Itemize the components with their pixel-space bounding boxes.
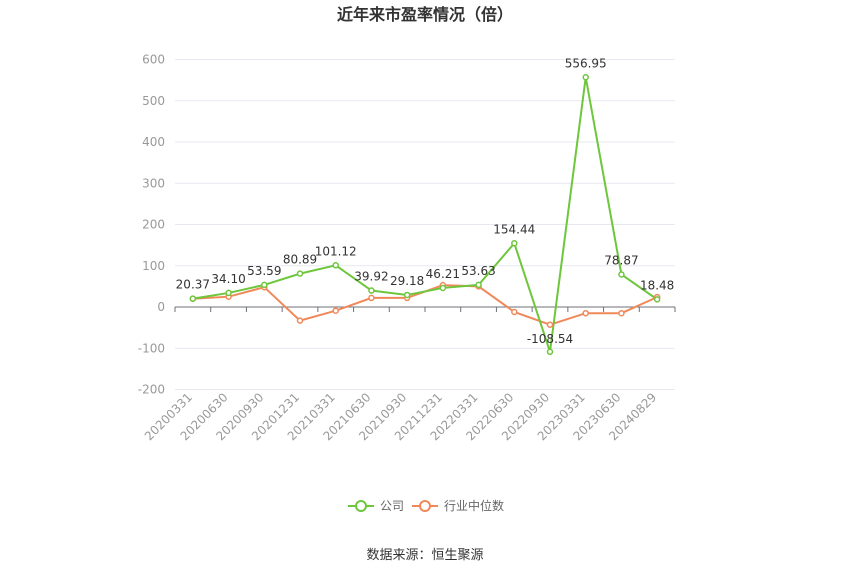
y-tick-label: 200 (142, 218, 165, 232)
x-axis-ticks: 2020033120200630202009302020123120210331… (142, 390, 659, 443)
legend-company-marker-icon (355, 500, 367, 512)
legend-item-industry-median[interactable]: 行业中位数 (412, 498, 504, 513)
series-point-0 (332, 262, 339, 269)
y-tick-label: -200 (138, 383, 165, 397)
source-note: 数据来源：恒生聚源 (366, 548, 483, 563)
data-label: 556.95 (565, 56, 607, 70)
series-point-1 (332, 307, 339, 314)
series-point-0 (403, 291, 411, 299)
data-label: 80.89 (283, 253, 317, 267)
chart-title: 近年来市盈率情况（倍） (337, 5, 513, 24)
data-label: 154.44 (493, 222, 535, 236)
data-label: 39.92 (354, 270, 388, 284)
series-point-0 (511, 240, 518, 247)
series-lines (192, 77, 658, 353)
series-point-0 (261, 281, 268, 289)
y-tick-label: -100 (138, 341, 165, 355)
y-tick-label: 100 (142, 259, 165, 273)
series-point-1 (296, 317, 304, 324)
series-point-0 (368, 287, 375, 294)
y-tick-label: 500 (142, 94, 165, 108)
y-axis-ticks: 600 500 400 300 200 100 0 -100 -200 (138, 53, 165, 397)
series-point-0 (225, 289, 232, 297)
data-label: 20.37 (176, 278, 210, 292)
legend-company-label: 公司 (380, 499, 404, 513)
legend-industry-label: 行业中位数 (444, 498, 504, 513)
legend-item-company[interactable]: 公司 (348, 499, 404, 513)
series-point-0 (439, 284, 447, 292)
series-point-1 (368, 294, 375, 302)
data-label: -108.54 (527, 332, 573, 346)
series-point-0 (582, 74, 589, 81)
series-point-1 (582, 309, 589, 317)
data-label: 53.63 (461, 264, 495, 278)
series-point-0 (475, 281, 482, 289)
series-point-0 (653, 296, 661, 303)
y-tick-label: 0 (157, 300, 165, 314)
series-point-1 (546, 321, 554, 328)
x-axis (174, 306, 676, 312)
series-line-0 (192, 77, 658, 353)
legend-industry-marker-icon (419, 500, 431, 512)
data-label: 29.18 (390, 274, 424, 288)
data-label: 46.21 (426, 267, 460, 281)
series-point-1 (618, 309, 625, 317)
series-point-0 (296, 270, 304, 277)
y-tick-label: 600 (142, 53, 165, 67)
y-tick-label: 400 (142, 135, 165, 149)
series-point-0 (546, 348, 554, 356)
y-tick-label: 300 (142, 176, 165, 190)
gridlines (175, 59, 675, 390)
data-label: 18.48 (640, 278, 674, 292)
data-label: 78.87 (604, 253, 638, 267)
series-points (189, 74, 661, 356)
series-point-0 (618, 271, 625, 278)
legend: 公司 行业中位数 (348, 498, 504, 513)
data-label: 101.12 (315, 244, 357, 258)
data-label: 53.59 (247, 264, 281, 278)
series-point-0 (189, 295, 197, 302)
data-label: 34.10 (211, 272, 245, 286)
series-point-1 (511, 308, 518, 316)
